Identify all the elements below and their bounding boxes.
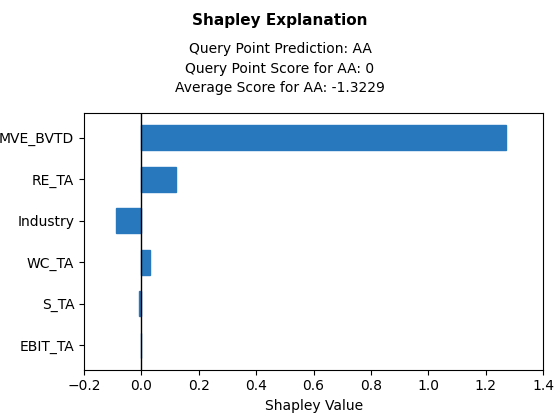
Bar xyxy=(141,167,176,192)
Bar xyxy=(141,125,506,150)
Text: Shapley Explanation: Shapley Explanation xyxy=(192,13,368,28)
Bar xyxy=(115,208,141,233)
X-axis label: Shapley Value: Shapley Value xyxy=(264,399,363,413)
Text: Query Point Prediction: AA
Query Point Score for AA: 0
Average Score for AA: -1.: Query Point Prediction: AA Query Point S… xyxy=(175,42,385,95)
Bar xyxy=(138,291,141,316)
Bar xyxy=(141,250,150,275)
